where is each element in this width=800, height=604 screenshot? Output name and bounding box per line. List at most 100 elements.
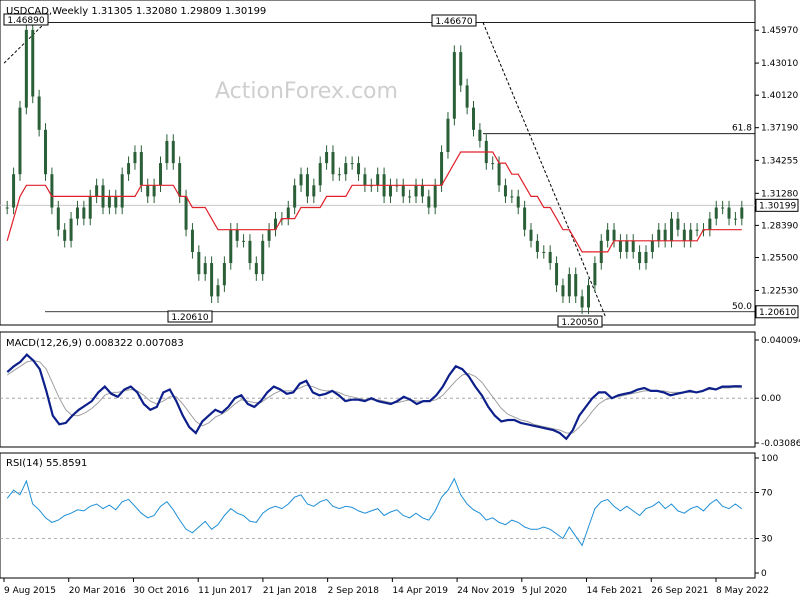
candle-body	[344, 163, 348, 175]
x-tick-label: 11 Jun 2017	[198, 586, 252, 596]
candle-body	[376, 174, 380, 186]
y-tick-label: 1.31280	[761, 189, 798, 199]
trend-line-right	[482, 22, 607, 319]
candle-body	[472, 107, 476, 130]
candle-body	[727, 207, 731, 219]
candle-body	[586, 285, 590, 308]
candle-body	[235, 229, 239, 241]
rsi-panel	[0, 452, 756, 579]
x-tick-label: 8 May 2022	[716, 586, 769, 596]
candle-body	[261, 240, 265, 275]
candle-body	[388, 185, 392, 197]
x-tick-label: 5 Jul 2020	[522, 586, 567, 596]
candle-body	[37, 96, 41, 130]
candle-body	[88, 196, 92, 219]
candle-body	[139, 152, 143, 186]
candle-body	[478, 129, 482, 141]
candle-body	[446, 118, 450, 153]
annotation-box	[557, 315, 603, 328]
candle-body	[644, 251, 648, 264]
candle-body	[574, 274, 578, 297]
candle-body	[650, 240, 654, 252]
candle-body	[114, 196, 118, 208]
candle-body	[5, 207, 9, 209]
candle-body	[618, 240, 622, 252]
candle-body	[427, 196, 431, 208]
candle-body	[248, 240, 252, 264]
y-tick-label: 1.28390	[761, 221, 798, 231]
rsi-header: RSI(14) 55.8591	[6, 458, 87, 469]
y-tick-label: 1.37190	[761, 124, 798, 134]
candle-body	[331, 152, 335, 175]
candle-body	[31, 29, 35, 97]
candle-body	[254, 263, 258, 275]
candle-body	[433, 185, 437, 208]
candle-body	[273, 218, 277, 230]
candle-body	[638, 251, 642, 264]
candle-body	[133, 152, 137, 164]
candle-body	[267, 229, 271, 241]
candle-body	[625, 240, 629, 252]
x-tick-label: 9 Aug 2015	[4, 586, 56, 596]
x-tick-label: 20 Mar 2016	[69, 586, 126, 596]
candle-body	[229, 229, 233, 264]
candle-body	[676, 218, 680, 230]
candle-body	[178, 163, 182, 197]
x-tick-label: 21 Jan 2018	[263, 586, 317, 596]
price-header: USDCAD,Weekly 1.31305 1.32080 1.29809 1.…	[6, 6, 266, 17]
y-tick-label: 1.45970	[761, 26, 798, 36]
candle-body	[216, 285, 220, 297]
macd-header: MACD(12,26,9) 0.008322 0.007083	[6, 338, 184, 349]
candle-body	[44, 129, 48, 175]
candle-body	[593, 263, 597, 286]
candle-body	[318, 163, 322, 186]
candle-body	[580, 296, 584, 308]
y-tick-label: 1.43010	[761, 59, 798, 69]
macd-y-tick-label: -0.03086	[761, 439, 800, 449]
candle-body	[657, 229, 661, 241]
current-price-box	[755, 198, 799, 212]
x-tick-label: 2 Sep 2018	[328, 586, 380, 596]
candle-body	[567, 274, 571, 297]
candle-body	[242, 240, 246, 242]
macd-y-tick-label: 0.00	[761, 394, 781, 404]
candle-body	[516, 196, 520, 208]
candle-body	[689, 229, 693, 241]
candle-body	[12, 174, 16, 208]
price-panel	[0, 0, 756, 326]
candle-body	[75, 207, 79, 219]
candle-body	[197, 251, 201, 275]
candle-body	[69, 218, 73, 241]
candle-body	[408, 196, 412, 198]
candle-body	[184, 196, 188, 230]
candle-body	[497, 163, 501, 186]
x-tick-label: 14 Apr 2019	[392, 586, 448, 596]
candle-body	[548, 251, 552, 264]
candle-body	[708, 218, 712, 230]
candle-body	[420, 185, 424, 197]
fib-label: 61.8	[732, 124, 752, 134]
candle-body	[127, 163, 131, 175]
macd-y-tick-label: 0.040094	[761, 336, 800, 346]
candle-body	[714, 207, 718, 219]
candle-body	[350, 163, 354, 165]
candle-body	[606, 229, 610, 241]
candle-body	[357, 163, 361, 175]
candle-body	[529, 229, 533, 241]
candle-body	[535, 240, 539, 252]
rsi-line	[6, 477, 743, 547]
axis-layer: 1.45970 1.43010 1.40120 1.37190 1.34255 1.312…	[3, 26, 800, 596]
candle-body	[222, 263, 226, 286]
rsi-layer	[0, 477, 755, 547]
candle-body	[190, 229, 194, 252]
x-tick-label: 14 Feb 2021	[587, 586, 643, 596]
candle-body	[120, 174, 124, 208]
annotation-box	[167, 310, 213, 323]
candle-body	[465, 85, 469, 108]
candle-body	[682, 229, 686, 241]
x-tick-label: 26 Sep 2021	[651, 586, 708, 596]
candle-body	[401, 185, 405, 197]
candle-body	[721, 207, 725, 209]
candle-body	[510, 196, 514, 198]
